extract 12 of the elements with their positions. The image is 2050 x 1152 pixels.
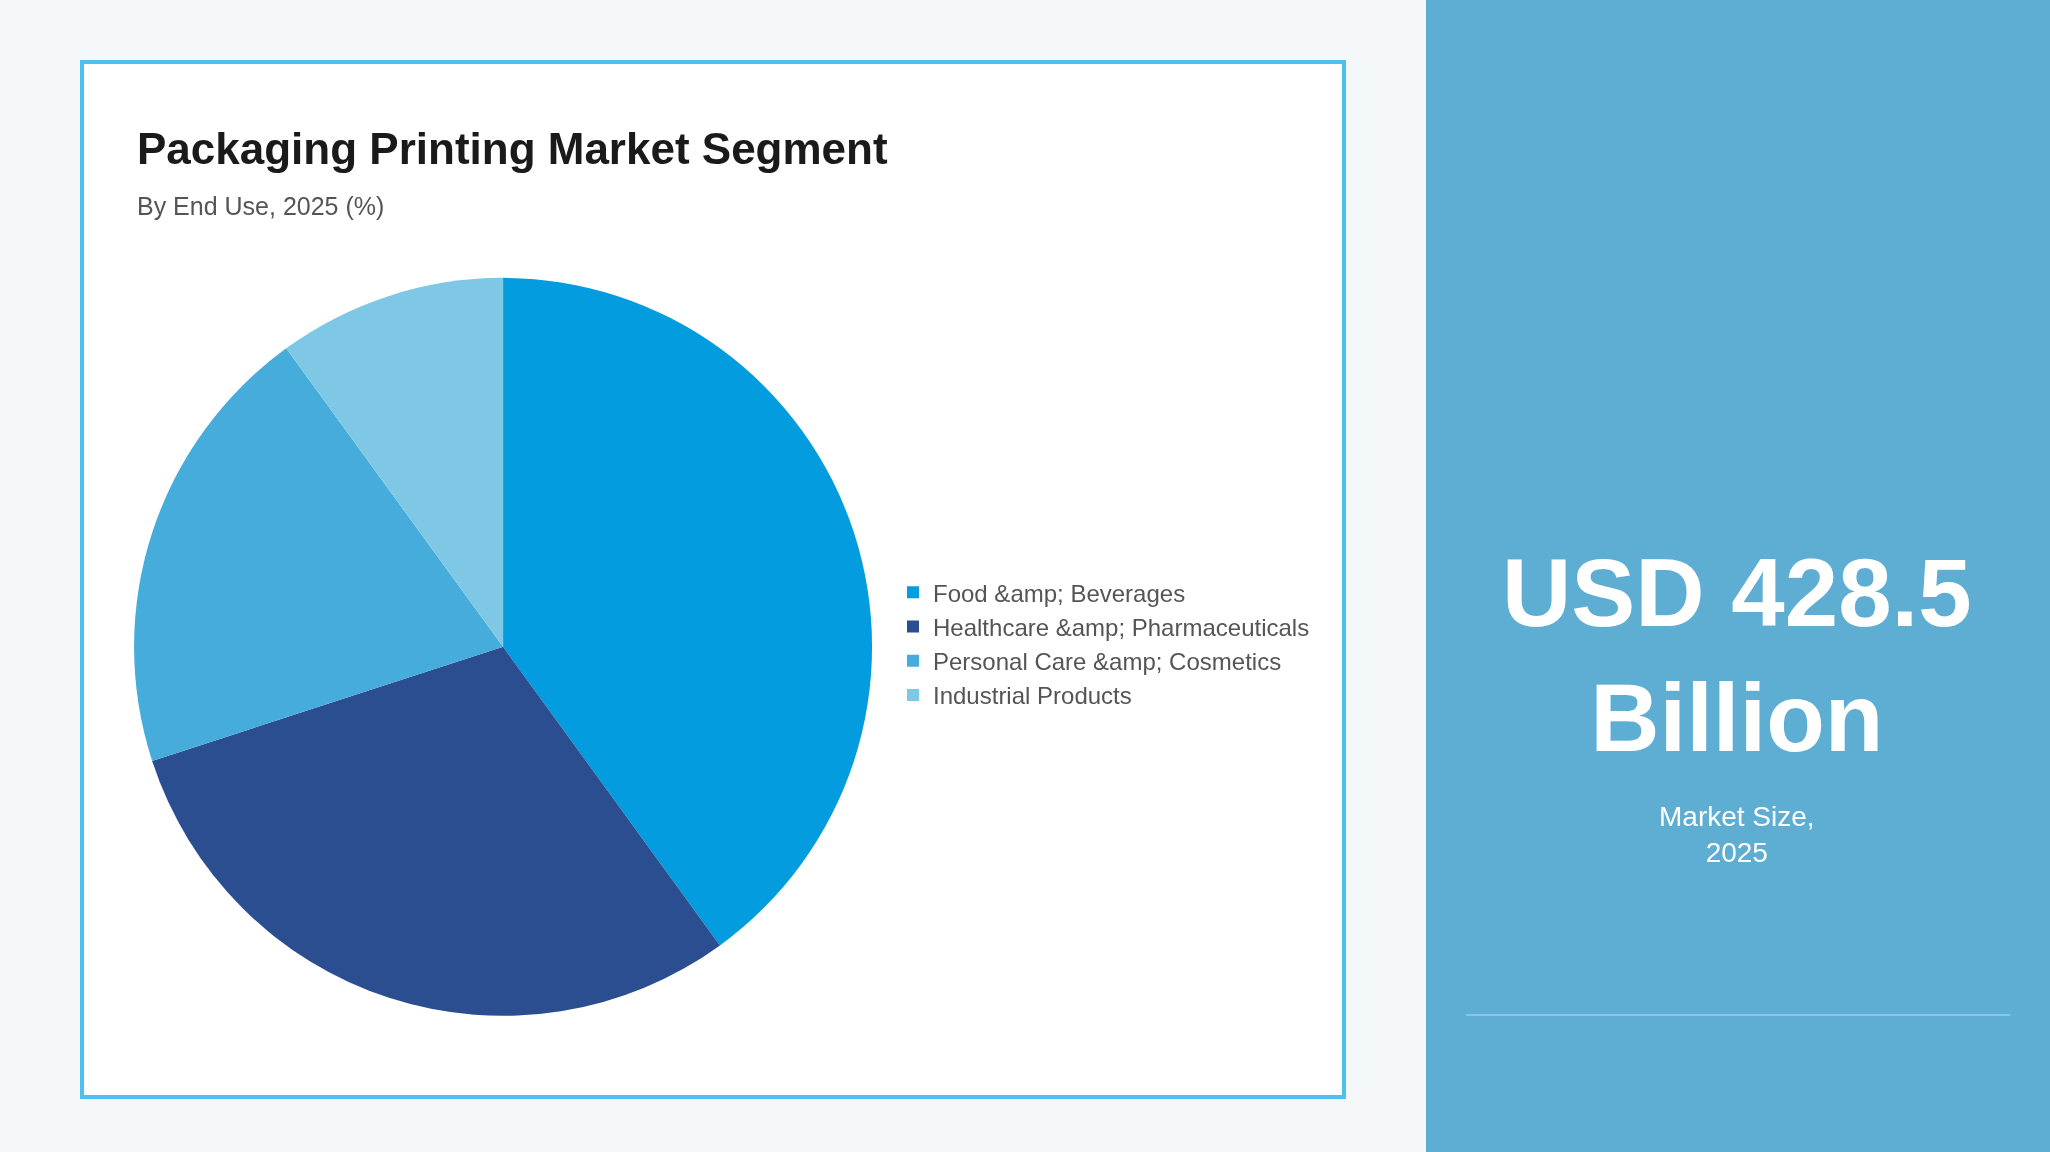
pie-slice [286, 277, 504, 647]
legend-label: Industrial Products [933, 682, 1132, 710]
pie-slice [134, 348, 504, 761]
pie-slice [503, 277, 872, 946]
pie-slice [152, 646, 720, 1016]
chart-title: Packaging Printing Market Segment [137, 124, 888, 173]
text: USD 428.5 Billion [1502, 539, 1972, 771]
text: Market Size, 2025 [1659, 801, 1815, 869]
legend-label: Food &amp; Beverages [933, 579, 1186, 607]
legend-label: Healthcare &amp; Pharmaceuticals [933, 613, 1310, 641]
chart-subtitle: By End Use, 2025 (%) [137, 192, 385, 220]
legend-label: Personal Care &amp; Cosmetics [933, 648, 1282, 676]
